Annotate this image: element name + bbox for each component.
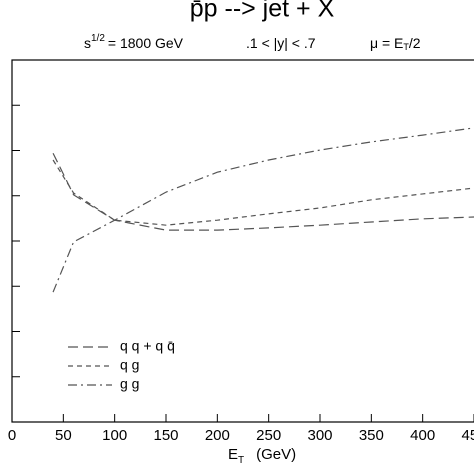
legend-label: g g xyxy=(120,376,139,392)
legend-label: q q + q q̄ xyxy=(120,338,175,354)
x-tick-label: 250 xyxy=(256,427,281,444)
chart-subtitle: s1/2 = 1800 GeV .1 < |y| < .7 μ = ET/2 xyxy=(84,33,421,53)
series-line xyxy=(52,159,474,226)
plot-frame xyxy=(11,59,474,423)
x-tick-label: 300 xyxy=(307,427,332,444)
series-line xyxy=(52,152,474,231)
x-tick-label: 100 xyxy=(102,427,127,444)
x-tick-label: 0 xyxy=(8,427,16,444)
x-tick-label: 350 xyxy=(359,427,384,444)
legend-label: q g xyxy=(120,357,139,373)
x-axis-label: ET (GeV) xyxy=(228,446,296,466)
x-tick-label: 450 xyxy=(461,427,474,444)
series-line xyxy=(52,127,474,293)
x-tick-label: 400 xyxy=(410,427,435,444)
x-tick-label: 200 xyxy=(205,427,230,444)
x-tick-label: 150 xyxy=(153,427,178,444)
chart-title: p̄p --> jet + X xyxy=(190,0,335,23)
x-tick-label: 50 xyxy=(55,427,72,444)
